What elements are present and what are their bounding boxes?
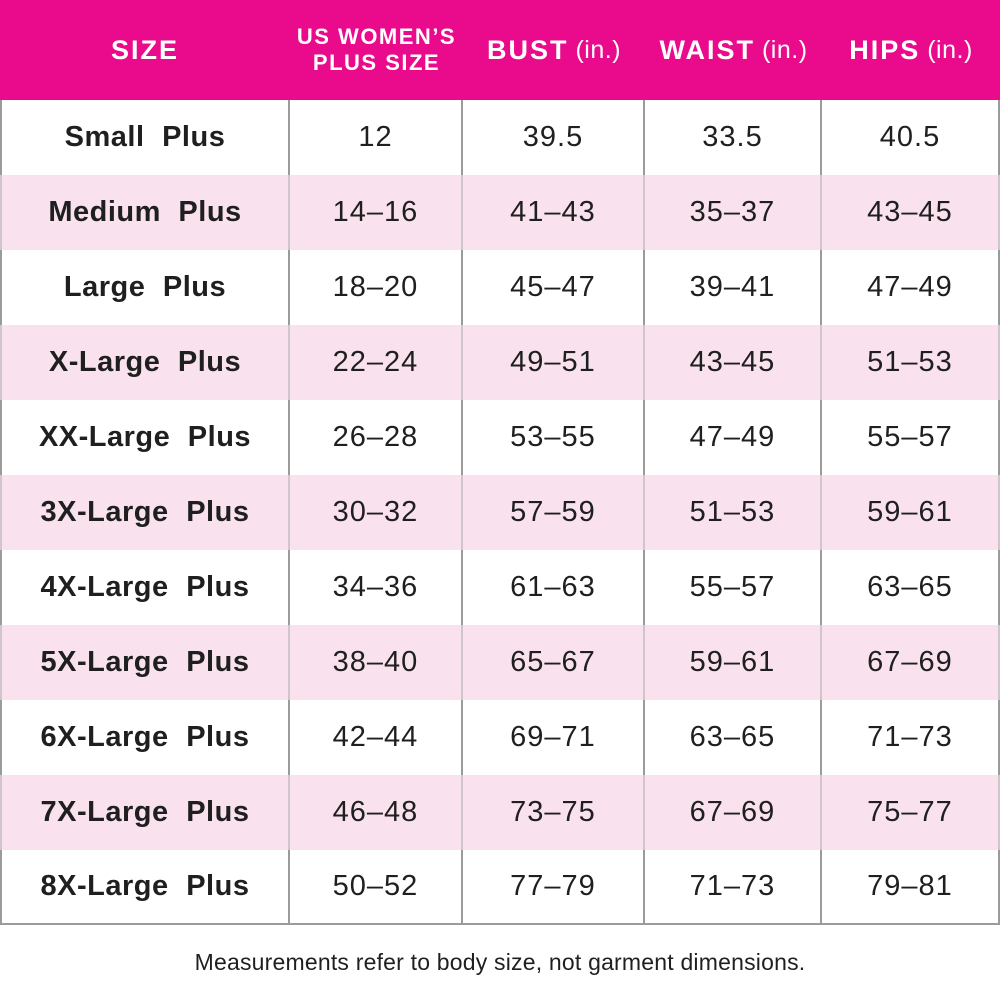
table-body: Small Plus 12 39.5 33.5 40.5 Medium Plus… [0, 100, 1000, 925]
bust-cell: 41–43 [463, 175, 645, 250]
waist-cell: 67–69 [645, 775, 822, 850]
table-row: 5X-Large Plus 38–40 65–67 59–61 67–69 [0, 625, 1000, 700]
size-cell: 3X-Large Plus [0, 475, 290, 550]
table-header-row: SIZE US WOMEN’S PLUS SIZE BUST (in.) WAI… [0, 0, 1000, 100]
waist-cell: 71–73 [645, 850, 822, 923]
hips-cell: 63–65 [822, 550, 1000, 625]
waist-cell: 47–49 [645, 400, 822, 475]
table-row: 3X-Large Plus 30–32 57–59 51–53 59–61 [0, 475, 1000, 550]
column-header-waist: WAIST (in.) [645, 0, 822, 100]
waist-cell: 35–37 [645, 175, 822, 250]
size-cell: Large Plus [0, 250, 290, 325]
bust-cell: 45–47 [463, 250, 645, 325]
hips-cell: 43–45 [822, 175, 1000, 250]
bust-cell: 69–71 [463, 700, 645, 775]
size-header-label: SIZE [110, 34, 179, 65]
bust-cell: 57–59 [463, 475, 645, 550]
plus-size-header-line1: US WOMEN’S [296, 24, 457, 50]
hips-header-unit: (in.) [927, 35, 973, 64]
hips-cell: 79–81 [822, 850, 1000, 923]
waist-cell: 55–57 [645, 550, 822, 625]
hips-header-label: HIPS [849, 34, 921, 65]
waist-cell: 51–53 [645, 475, 822, 550]
bust-cell: 39.5 [463, 100, 645, 175]
size-cell: XX-Large Plus [0, 400, 290, 475]
hips-cell: 51–53 [822, 325, 1000, 400]
plus-size-header-line2: PLUS SIZE [312, 50, 441, 75]
hips-cell: 71–73 [822, 700, 1000, 775]
bust-cell: 73–75 [463, 775, 645, 850]
hips-cell: 55–57 [822, 400, 1000, 475]
hips-cell: 67–69 [822, 625, 1000, 700]
column-header-size: SIZE [0, 0, 290, 100]
bust-cell: 61–63 [463, 550, 645, 625]
table-row: 6X-Large Plus 42–44 69–71 63–65 71–73 [0, 700, 1000, 775]
plus-size-cell: 12 [290, 100, 463, 175]
waist-cell: 63–65 [645, 700, 822, 775]
column-header-hips: HIPS (in.) [822, 0, 1000, 100]
waist-cell: 33.5 [645, 100, 822, 175]
size-cell: Small Plus [0, 100, 290, 175]
table-row: 7X-Large Plus 46–48 73–75 67–69 75–77 [0, 775, 1000, 850]
column-header-bust: BUST (in.) [463, 0, 645, 100]
plus-size-cell: 18–20 [290, 250, 463, 325]
bust-header-label: BUST [486, 34, 569, 65]
plus-size-cell: 22–24 [290, 325, 463, 400]
plus-size-cell: 30–32 [290, 475, 463, 550]
table-row: XX-Large Plus 26–28 53–55 47–49 55–57 [0, 400, 1000, 475]
table-row: 4X-Large Plus 34–36 61–63 55–57 63–65 [0, 550, 1000, 625]
bust-cell: 49–51 [463, 325, 645, 400]
footnote: Measurements refer to body size, not gar… [194, 949, 806, 975]
table-row: X-Large Plus 22–24 49–51 43–45 51–53 [0, 325, 1000, 400]
size-cell: 4X-Large Plus [0, 550, 290, 625]
bust-cell: 65–67 [463, 625, 645, 700]
size-cell: 6X-Large Plus [0, 700, 290, 775]
plus-size-cell: 38–40 [290, 625, 463, 700]
size-cell: 5X-Large Plus [0, 625, 290, 700]
table-row: Small Plus 12 39.5 33.5 40.5 [0, 100, 1000, 175]
hips-cell: 59–61 [822, 475, 1000, 550]
waist-header-label: WAIST [659, 34, 755, 65]
size-cell: Medium Plus [0, 175, 290, 250]
table-row: Medium Plus 14–16 41–43 35–37 43–45 [0, 175, 1000, 250]
waist-cell: 59–61 [645, 625, 822, 700]
bust-cell: 53–55 [463, 400, 645, 475]
size-cell: 7X-Large Plus [0, 775, 290, 850]
size-cell: X-Large Plus [0, 325, 290, 400]
bust-cell: 77–79 [463, 850, 645, 923]
size-cell: 8X-Large Plus [0, 850, 290, 923]
plus-size-cell: 14–16 [290, 175, 463, 250]
table-row: 8X-Large Plus 50–52 77–79 71–73 79–81 [0, 850, 1000, 925]
plus-size-cell: 46–48 [290, 775, 463, 850]
hips-cell: 47–49 [822, 250, 1000, 325]
waist-cell: 39–41 [645, 250, 822, 325]
table-row: Large Plus 18–20 45–47 39–41 47–49 [0, 250, 1000, 325]
plus-size-cell: 34–36 [290, 550, 463, 625]
waist-cell: 43–45 [645, 325, 822, 400]
plus-size-cell: 42–44 [290, 700, 463, 775]
hips-cell: 75–77 [822, 775, 1000, 850]
plus-size-cell: 50–52 [290, 850, 463, 923]
hips-cell: 40.5 [822, 100, 1000, 175]
bust-header-unit: (in.) [575, 35, 622, 64]
plus-size-cell: 26–28 [290, 400, 463, 475]
footnote-area: Measurements refer to body size, not gar… [0, 925, 1000, 1000]
column-header-plus-size: US WOMEN’S PLUS SIZE [290, 0, 463, 100]
waist-header-unit: (in.) [761, 35, 808, 64]
